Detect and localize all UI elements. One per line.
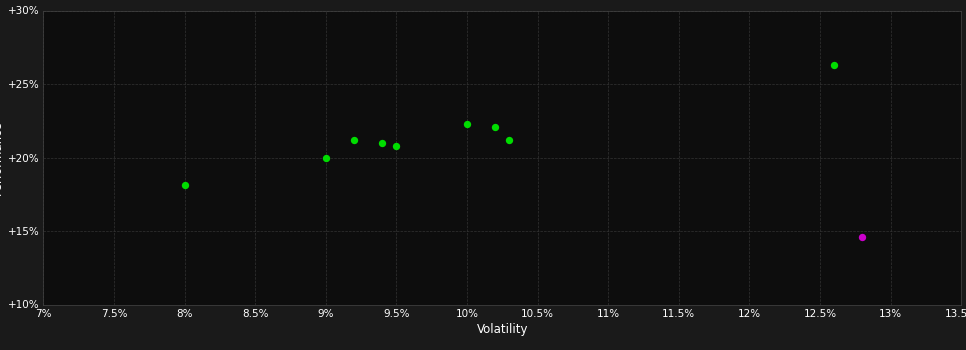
Point (826, 62, 841, 68)
Point (177, 183, 192, 188)
Point (388, 143, 404, 148)
Point (347, 137, 362, 143)
Point (501, 137, 517, 143)
Point (488, 124, 503, 130)
X-axis label: Volatility: Volatility (476, 323, 528, 336)
Point (855, 234, 870, 240)
Y-axis label: Performance: Performance (0, 120, 4, 195)
Point (375, 140, 390, 146)
Point (318, 155, 333, 160)
Point (459, 121, 474, 126)
